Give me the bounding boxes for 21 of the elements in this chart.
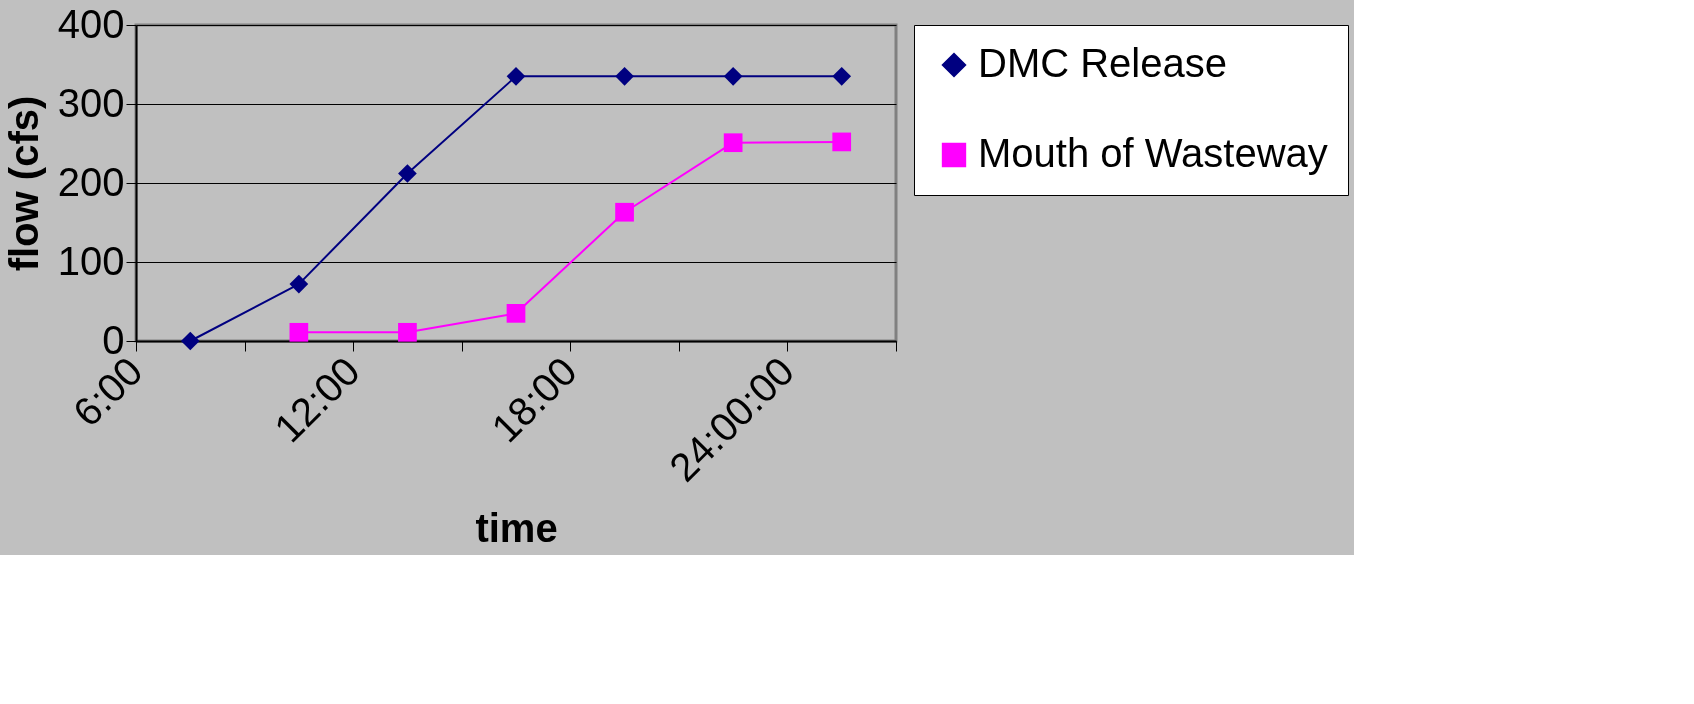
point [398,164,417,183]
point [723,133,743,153]
point [289,322,309,342]
y-tick-label: 100 [57,238,125,283]
point [180,331,200,351]
point [506,67,526,86]
point [615,202,634,222]
point [832,67,852,86]
legend-label: DMC Release [978,41,1227,85]
point [506,304,526,323]
y-tick-label: 200 [57,159,125,204]
point [289,274,309,294]
y-axis-title: flow (cfs) [1,95,46,272]
point [398,322,417,342]
y-tick-label: 300 [57,80,125,125]
point [832,132,852,152]
x-axis-title: time [475,505,558,550]
legend-label: Mouth of Wasteway [978,131,1328,175]
point [615,67,634,86]
y-tick-label: 400 [57,1,125,46]
point [723,67,743,86]
